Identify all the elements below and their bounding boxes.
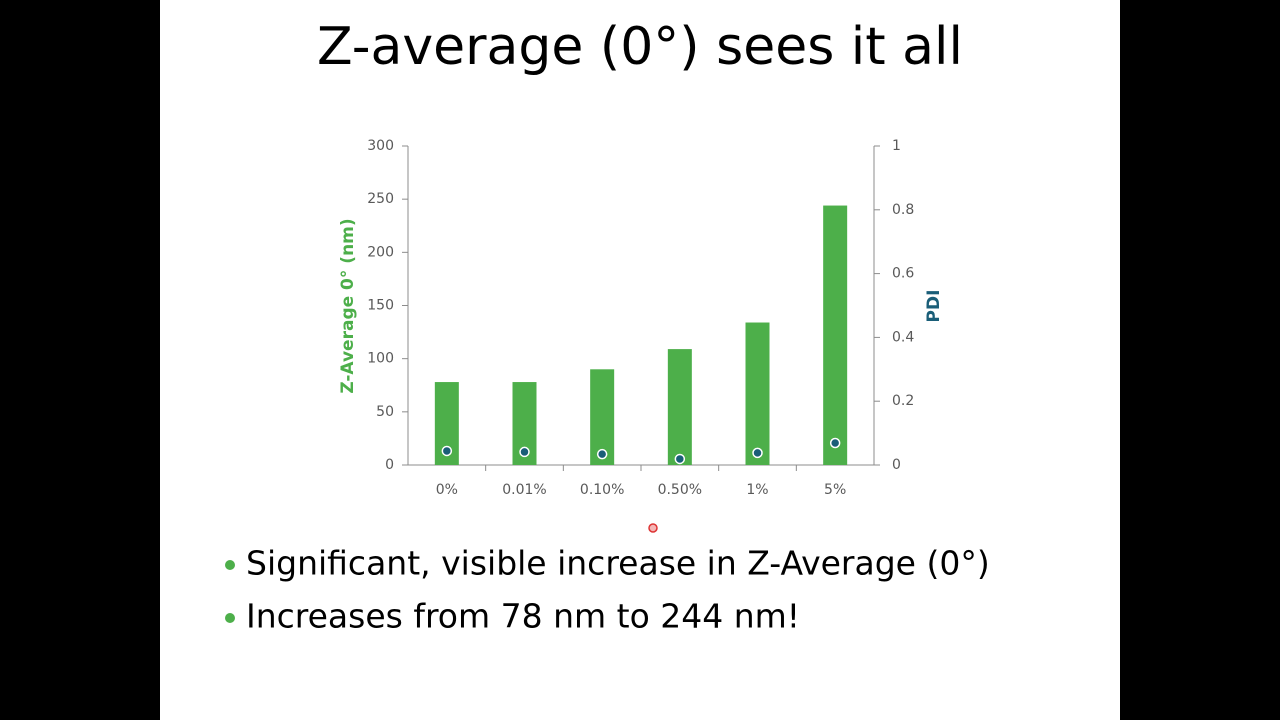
y2-tick-label: 0 [892,457,901,473]
y2-tick-label: 0.4 [892,329,914,345]
x-tick-label: 0.01% [502,482,546,498]
slide-title: Z-average (0°) sees it all [317,17,963,77]
y-tick-label: 300 [367,138,394,154]
point [752,447,763,459]
point [829,437,841,449]
y-tick-label: 0 [385,457,394,473]
bullet-dot [225,613,235,623]
x-tick-label: 0.50% [658,482,702,498]
y2-tick-label: 0.8 [892,202,914,218]
x-tick-label: 5% [824,482,846,498]
bar [823,205,848,465]
y2-axis-title: PDI [924,290,944,323]
y-tick-label: 100 [367,351,394,367]
point [441,445,453,457]
y-tick-label: 50 [376,404,394,420]
x-tick-label: 0% [436,482,458,498]
x-tick-label: 0.10% [580,482,624,498]
x-tick-label: 1% [746,482,768,498]
bar [667,349,692,465]
bullet-dot [225,560,235,570]
y-tick-label: 150 [367,298,394,314]
bar [745,322,770,465]
bullet-text: Significant, visible increase in Z-Avera… [246,544,990,583]
point [519,446,530,458]
y-tick-label: 250 [367,191,394,207]
slide-background [160,0,1120,720]
point [674,453,686,465]
y2-tick-label: 1 [892,138,901,154]
y-tick-label: 200 [367,244,394,260]
y2-tick-label: 0.2 [892,393,914,409]
cursor [648,523,658,533]
bullet-text: Increases from 78 nm to 244 nm! [246,597,800,636]
y-axis-title: Z-Average 0° (nm) [338,218,358,393]
y2-tick-label: 0.6 [892,266,914,282]
point [596,448,608,460]
